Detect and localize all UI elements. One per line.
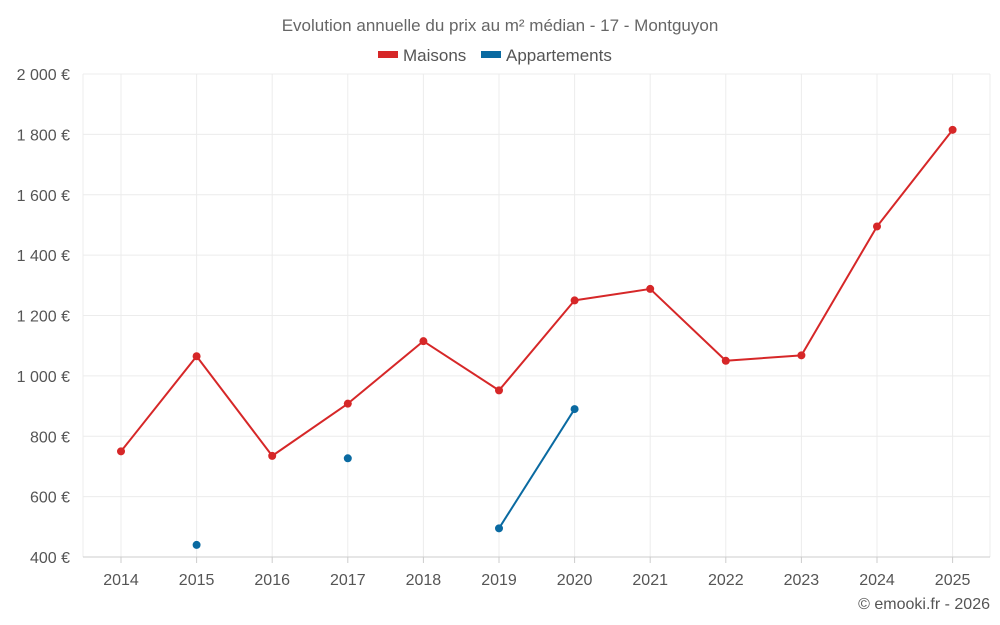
x-tick-label: 2016: [254, 572, 290, 589]
legend[interactable]: Maisons Appartements: [378, 46, 612, 65]
credit-text: © emooki.fr - 2026: [858, 596, 990, 613]
legend-item-appartements[interactable]: Appartements: [481, 46, 612, 65]
x-axis: 2014 2015 2016 2017 2018 2019 2020 2021 2022 2023…: [83, 556, 990, 589]
x-tick-label: 2021: [632, 572, 668, 589]
x-tick-label: 2020: [557, 572, 593, 589]
y-tick-label: 2 000 €: [17, 67, 70, 84]
legend-item-maisons[interactable]: Maisons: [378, 46, 466, 65]
y-tick-label: 1 600 €: [17, 188, 70, 205]
maisons-point-2021[interactable]: [646, 284, 655, 293]
appartements-line: [498, 408, 576, 529]
maisons-point-2025[interactable]: [948, 125, 957, 134]
maisons-point-2020[interactable]: [570, 296, 579, 305]
y-tick-label: 1 800 €: [17, 127, 70, 144]
legend-swatch-maisons: [378, 51, 398, 58]
grid: [82, 73, 991, 557]
appartements-point-2019[interactable]: [495, 524, 503, 533]
appartements-point-2015[interactable]: [192, 540, 201, 549]
y-tick-label: 1 200 €: [17, 309, 70, 326]
y-tick-label: 1 400 €: [17, 248, 70, 265]
series-maisons: [117, 125, 957, 460]
x-tick-label: 2019: [481, 572, 517, 589]
x-tick-label: 2024: [859, 572, 895, 589]
y-tick-label: 1 000 €: [17, 369, 70, 386]
maisons-line: [120, 129, 954, 457]
legend-label-appartements: Appartements: [506, 46, 612, 65]
maisons-point-2019[interactable]: [495, 386, 503, 395]
maisons-point-2022[interactable]: [721, 356, 730, 365]
appartements-point-2020[interactable]: [570, 405, 579, 414]
series-appartements: [192, 405, 579, 549]
x-tick-label: 2018: [406, 572, 442, 589]
maisons-point-2015[interactable]: [192, 352, 201, 361]
x-tick-label: 2025: [935, 572, 971, 589]
maisons-point-2023[interactable]: [797, 351, 806, 360]
x-tick-label: 2022: [708, 572, 744, 589]
maisons-point-2018[interactable]: [419, 337, 428, 346]
chart-title: Evolution annuelle du prix au m² médian …: [282, 16, 719, 35]
y-axis: 400 € 600 € 800 € 1 000 € 1 200 € 1 400 € 1 60…: [17, 67, 70, 567]
maisons-point-2014[interactable]: [117, 447, 125, 456]
y-tick-label: 400 €: [30, 550, 70, 567]
appartements-point-2017[interactable]: [343, 454, 352, 463]
x-tick-label: 2014: [103, 572, 139, 589]
x-tick-label: 2017: [330, 572, 366, 589]
maisons-point-2024[interactable]: [873, 222, 881, 231]
x-tick-label: 2015: [179, 572, 215, 589]
maisons-point-2016[interactable]: [268, 451, 277, 460]
legend-label-maisons: Maisons: [403, 46, 466, 65]
legend-swatch-appartements: [481, 51, 501, 58]
y-tick-label: 800 €: [30, 429, 70, 446]
x-tick-label: 2023: [784, 572, 820, 589]
maisons-point-2017[interactable]: [343, 399, 352, 408]
series-layer: [117, 125, 957, 549]
y-tick-label: 600 €: [30, 490, 70, 507]
